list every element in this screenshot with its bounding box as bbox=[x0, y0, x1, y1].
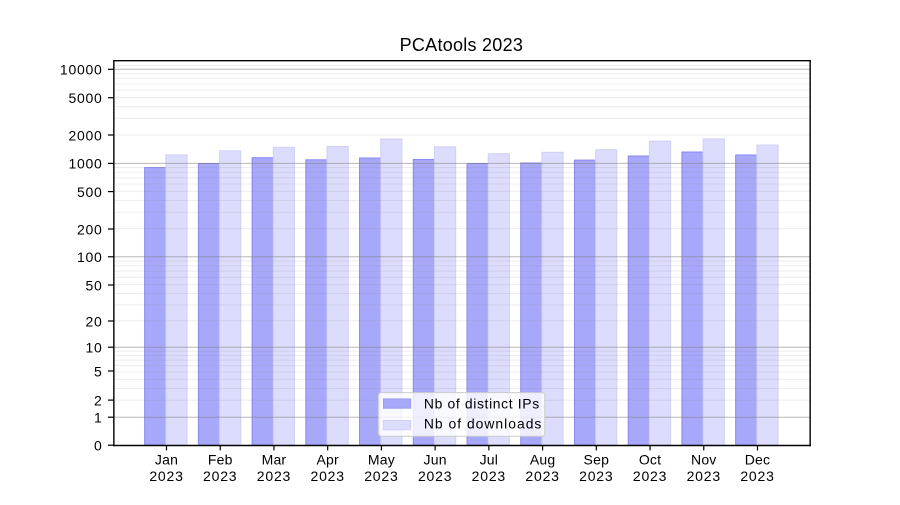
svg-text:1: 1 bbox=[94, 410, 103, 426]
svg-text:2023: 2023 bbox=[525, 468, 559, 484]
svg-text:10: 10 bbox=[86, 340, 103, 356]
svg-text:Apr: Apr bbox=[316, 452, 339, 468]
svg-text:50: 50 bbox=[86, 277, 103, 293]
svg-text:1000: 1000 bbox=[68, 156, 102, 172]
svg-text:2000: 2000 bbox=[68, 127, 102, 143]
svg-text:5: 5 bbox=[94, 363, 103, 379]
svg-text:200: 200 bbox=[77, 221, 103, 237]
svg-text:2023: 2023 bbox=[418, 468, 452, 484]
svg-text:10000: 10000 bbox=[60, 62, 103, 78]
svg-text:2023: 2023 bbox=[203, 468, 237, 484]
svg-text:2023: 2023 bbox=[740, 468, 774, 484]
svg-text:Nov: Nov bbox=[691, 452, 717, 468]
svg-text:2023: 2023 bbox=[687, 468, 721, 484]
svg-text:Jun: Jun bbox=[424, 452, 447, 468]
svg-text:20: 20 bbox=[86, 313, 103, 329]
svg-text:Mar: Mar bbox=[262, 452, 287, 468]
svg-text:2023: 2023 bbox=[257, 468, 291, 484]
svg-text:100: 100 bbox=[77, 249, 103, 265]
svg-text:2023: 2023 bbox=[149, 468, 183, 484]
svg-text:PCAtools 2023: PCAtools 2023 bbox=[400, 35, 523, 55]
svg-text:Sep: Sep bbox=[584, 452, 610, 468]
svg-text:Jul: Jul bbox=[480, 452, 499, 468]
svg-text:Nb of distinct IPs: Nb of distinct IPs bbox=[424, 395, 540, 411]
svg-text:0: 0 bbox=[94, 438, 103, 454]
svg-text:Jan: Jan bbox=[155, 452, 178, 468]
svg-text:Nb of downloads: Nb of downloads bbox=[424, 416, 542, 432]
svg-text:Aug: Aug bbox=[530, 452, 556, 468]
svg-text:2023: 2023 bbox=[364, 468, 398, 484]
svg-text:Dec: Dec bbox=[745, 452, 771, 468]
svg-text:May: May bbox=[368, 452, 395, 468]
svg-text:500: 500 bbox=[77, 184, 103, 200]
svg-text:2023: 2023 bbox=[311, 468, 345, 484]
svg-text:5000: 5000 bbox=[68, 90, 102, 106]
svg-text:2023: 2023 bbox=[579, 468, 613, 484]
svg-text:Oct: Oct bbox=[639, 452, 661, 468]
svg-text:2023: 2023 bbox=[633, 468, 667, 484]
svg-text:2023: 2023 bbox=[472, 468, 506, 484]
svg-text:2: 2 bbox=[94, 392, 103, 408]
svg-text:Feb: Feb bbox=[208, 452, 233, 468]
